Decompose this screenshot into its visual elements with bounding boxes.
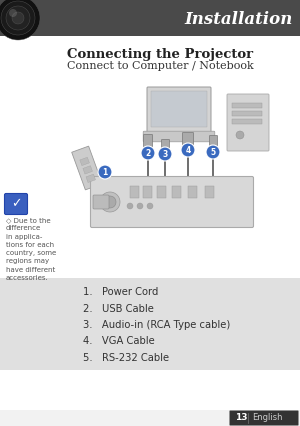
Bar	[232, 119, 262, 124]
Text: Connect to Computer / Notebook: Connect to Computer / Notebook	[67, 61, 254, 71]
Text: 1.   Power Cord: 1. Power Cord	[83, 287, 158, 297]
Bar	[188, 186, 197, 198]
FancyBboxPatch shape	[93, 195, 109, 209]
Text: Installation: Installation	[184, 12, 293, 29]
Text: 4: 4	[185, 146, 190, 155]
Bar	[0, 0, 300, 36]
Bar	[0, 278, 300, 370]
Polygon shape	[83, 166, 92, 174]
FancyBboxPatch shape	[182, 132, 194, 147]
Circle shape	[158, 147, 172, 161]
Text: 5: 5	[210, 148, 216, 157]
FancyBboxPatch shape	[143, 135, 152, 150]
Circle shape	[236, 131, 244, 139]
Polygon shape	[80, 157, 89, 166]
Text: 13: 13	[235, 414, 247, 423]
Text: 2: 2	[146, 149, 151, 158]
Circle shape	[137, 203, 143, 209]
Text: 5.   RS-232 Cable: 5. RS-232 Cable	[83, 353, 169, 363]
Circle shape	[181, 143, 195, 157]
Bar	[151, 91, 207, 127]
Bar	[0, 410, 300, 426]
Text: ✓: ✓	[11, 198, 21, 210]
Bar	[205, 186, 214, 198]
FancyBboxPatch shape	[227, 94, 269, 151]
Text: 1: 1	[102, 168, 108, 177]
Circle shape	[127, 203, 133, 209]
Circle shape	[98, 165, 112, 179]
Circle shape	[104, 196, 116, 208]
Text: 3: 3	[162, 150, 168, 159]
Bar	[130, 186, 139, 198]
Bar	[172, 186, 181, 198]
FancyBboxPatch shape	[143, 131, 215, 142]
FancyBboxPatch shape	[147, 87, 211, 133]
Bar	[232, 103, 262, 108]
Text: 3.   Audio-in (RCA Type cable): 3. Audio-in (RCA Type cable)	[83, 320, 230, 330]
Circle shape	[1, 1, 35, 35]
Text: ◇ Due to the
difference
in applica-
tions for each
country, some
regions may
hav: ◇ Due to the difference in applica- tion…	[6, 217, 56, 281]
Circle shape	[0, 0, 40, 40]
Polygon shape	[86, 174, 95, 182]
Circle shape	[100, 192, 120, 212]
Circle shape	[147, 203, 153, 209]
Circle shape	[141, 146, 155, 160]
Circle shape	[206, 145, 220, 159]
Circle shape	[9, 9, 17, 17]
Text: Connecting the Projector: Connecting the Projector	[67, 48, 253, 61]
FancyBboxPatch shape	[91, 176, 253, 227]
Bar	[143, 186, 152, 198]
Text: 2.   USB Cable: 2. USB Cable	[83, 303, 154, 314]
Polygon shape	[72, 146, 102, 190]
FancyBboxPatch shape	[209, 135, 217, 149]
Circle shape	[12, 12, 24, 24]
FancyBboxPatch shape	[161, 139, 169, 153]
Text: English: English	[252, 414, 282, 423]
FancyBboxPatch shape	[4, 193, 28, 215]
Bar	[157, 186, 166, 198]
Circle shape	[6, 6, 30, 30]
FancyBboxPatch shape	[230, 411, 298, 426]
Text: 4.   VGA Cable: 4. VGA Cable	[83, 337, 155, 346]
Bar	[232, 111, 262, 116]
